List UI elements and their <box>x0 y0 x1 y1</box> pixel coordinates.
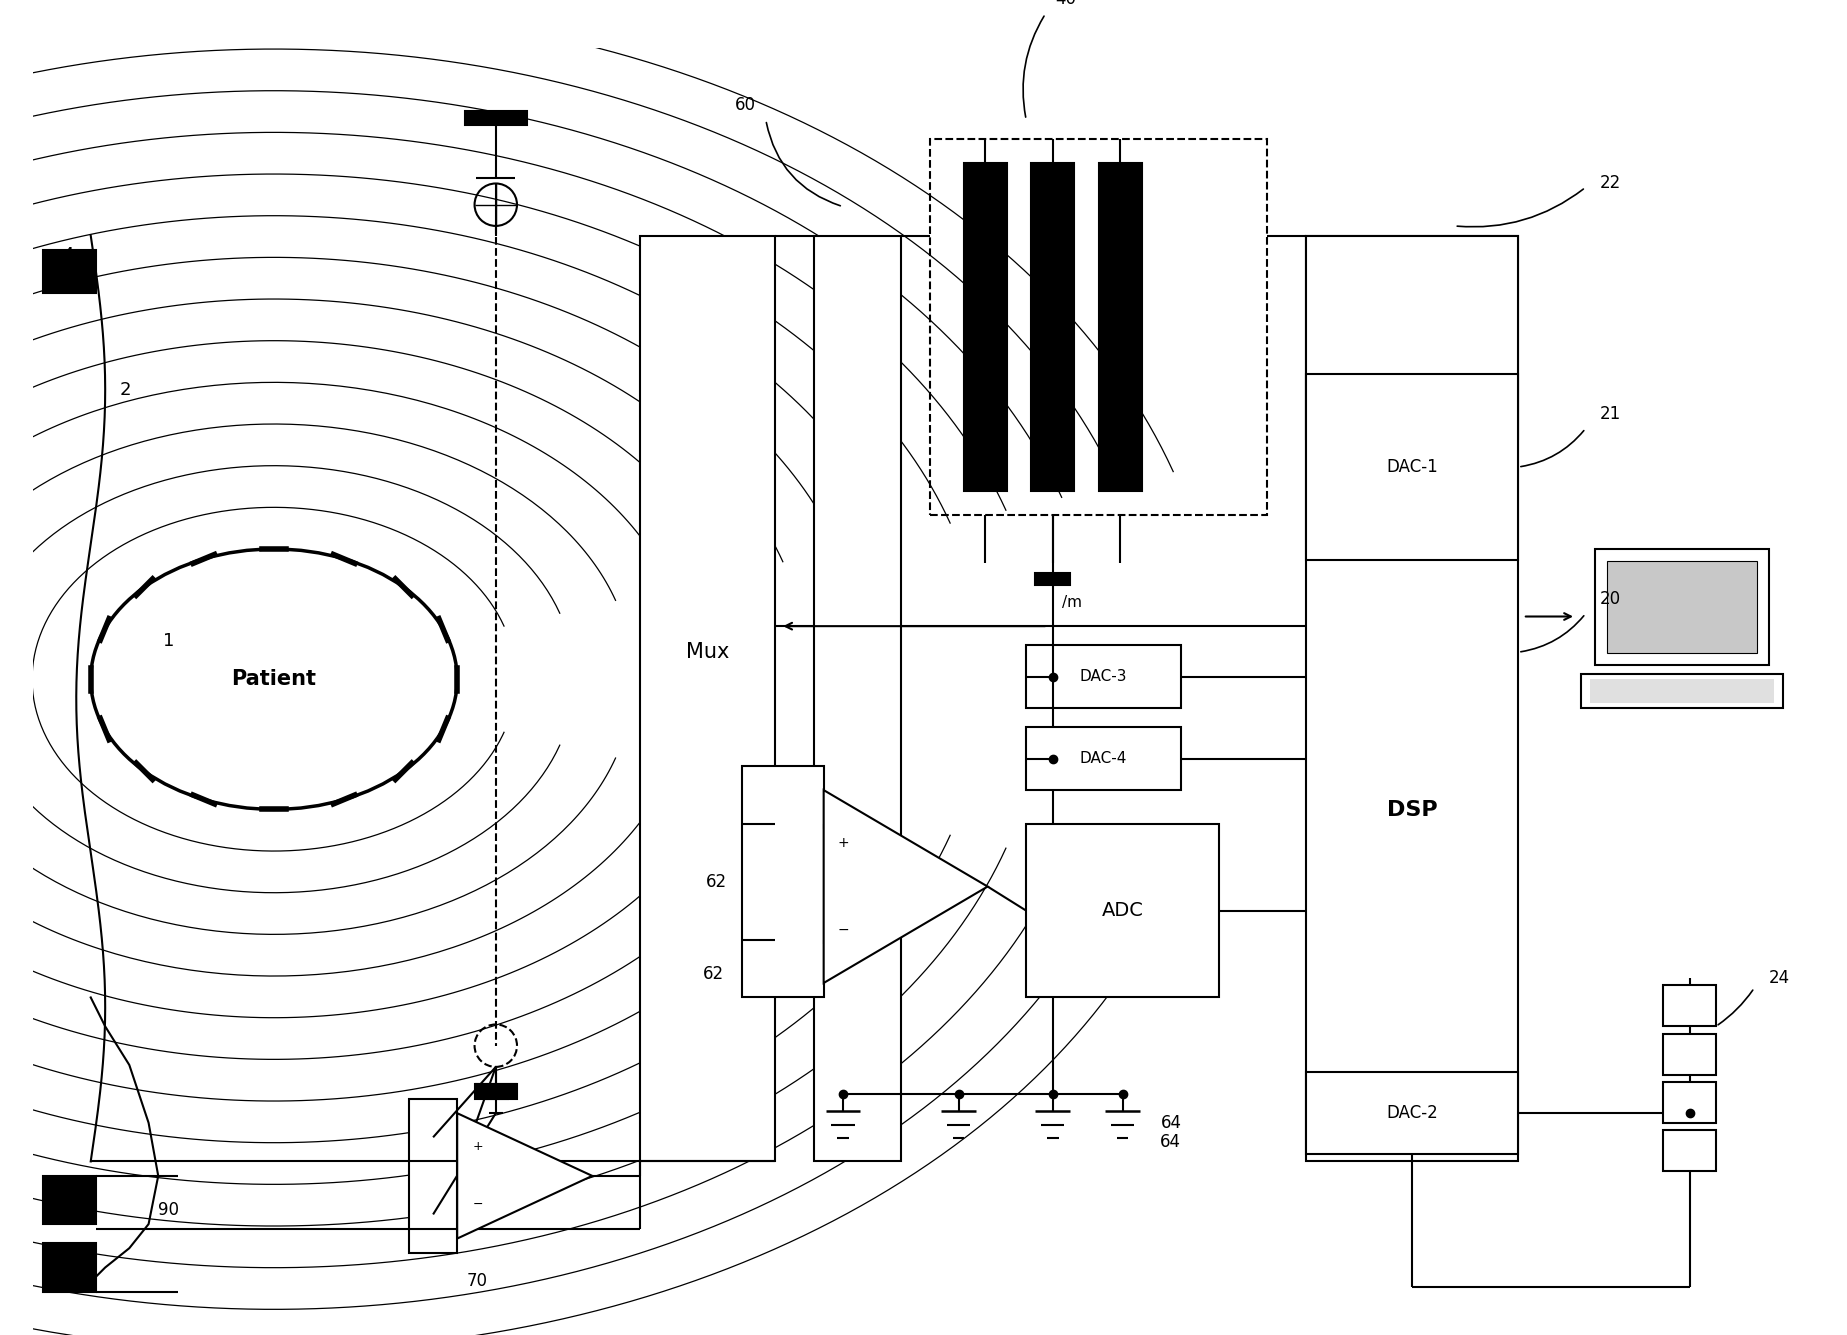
Text: ADC: ADC <box>1101 901 1143 920</box>
Bar <box>42 250 96 294</box>
Text: 40: 40 <box>1055 0 1077 8</box>
Text: 70: 70 <box>467 1272 488 1291</box>
Bar <box>1306 1072 1518 1153</box>
Bar <box>42 1243 96 1291</box>
Text: 24: 24 <box>1769 969 1790 987</box>
Text: −: − <box>473 1199 484 1211</box>
Bar <box>408 1099 458 1254</box>
Text: Mux: Mux <box>687 642 730 662</box>
Bar <box>1662 1129 1716 1171</box>
Bar <box>1607 561 1756 653</box>
Bar <box>1036 573 1069 585</box>
Bar <box>1662 1033 1716 1075</box>
Ellipse shape <box>91 549 458 809</box>
Text: 20: 20 <box>1600 590 1622 609</box>
Text: 62: 62 <box>706 873 728 890</box>
Bar <box>1306 235 1518 439</box>
Text: 64: 64 <box>1160 1133 1182 1151</box>
Text: DAC-2: DAC-2 <box>1385 1104 1437 1121</box>
Bar <box>1581 674 1784 708</box>
Polygon shape <box>458 1113 593 1239</box>
Text: /m: /m <box>1062 594 1082 610</box>
Text: 90: 90 <box>159 1200 179 1219</box>
Bar <box>1306 374 1518 559</box>
Bar <box>1027 645 1180 708</box>
Bar <box>1590 680 1773 704</box>
Text: 2: 2 <box>120 380 131 399</box>
Bar <box>1027 728 1180 790</box>
Text: 64: 64 <box>1162 1113 1182 1132</box>
Bar <box>465 111 526 124</box>
Text: 62: 62 <box>704 965 724 984</box>
Bar <box>1662 985 1716 1027</box>
Polygon shape <box>824 790 988 983</box>
Text: −: − <box>837 922 850 937</box>
Text: +: + <box>837 836 850 850</box>
Bar <box>475 1084 517 1099</box>
Text: 22: 22 <box>1600 174 1622 191</box>
Text: Patient: Patient <box>231 669 316 689</box>
Bar <box>1596 549 1769 665</box>
Text: 21: 21 <box>1600 405 1622 423</box>
Bar <box>929 139 1267 515</box>
Text: DAC-1: DAC-1 <box>1385 458 1437 477</box>
Text: DSP: DSP <box>1387 800 1437 820</box>
Bar <box>1099 163 1141 491</box>
Text: +: + <box>473 1140 484 1153</box>
Bar <box>1027 824 1219 997</box>
Text: 4: 4 <box>61 246 74 264</box>
Bar <box>1306 235 1518 1161</box>
Bar <box>1662 1081 1716 1123</box>
Bar <box>815 235 901 1161</box>
Text: 60: 60 <box>735 96 755 115</box>
Bar <box>742 766 824 997</box>
Bar <box>964 163 1007 491</box>
Text: DAC-3: DAC-3 <box>1080 669 1127 685</box>
Text: 1: 1 <box>163 631 174 650</box>
Bar <box>641 235 776 1161</box>
Text: DAC-4: DAC-4 <box>1080 752 1127 766</box>
Bar <box>1031 163 1075 491</box>
Bar <box>42 1176 96 1224</box>
